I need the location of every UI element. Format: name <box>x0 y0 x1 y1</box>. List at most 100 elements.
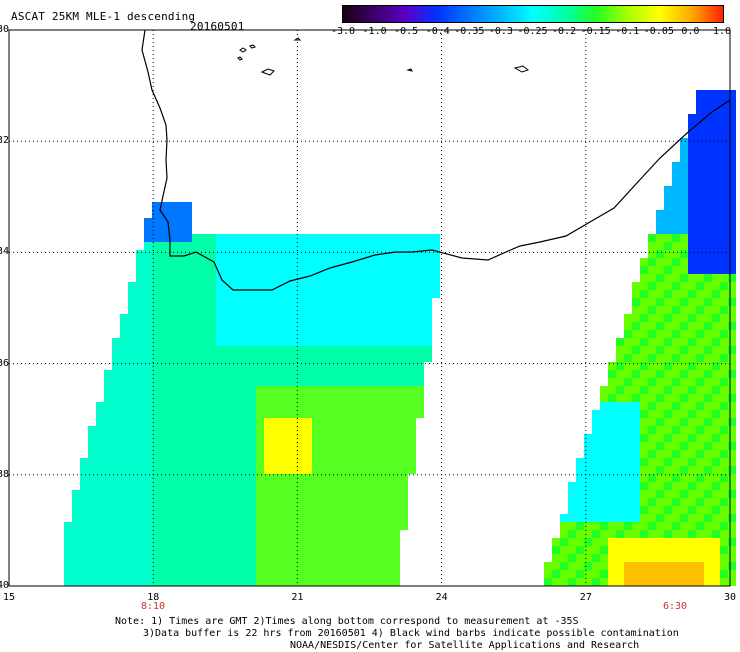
swath-cell <box>288 410 296 418</box>
swath-cell <box>584 474 592 482</box>
swath-cell <box>320 570 328 578</box>
swath-cell <box>240 386 248 394</box>
swath-cell <box>192 458 200 466</box>
swath-cell <box>280 266 288 274</box>
swath-cell <box>328 570 336 578</box>
swath-cell <box>632 482 640 490</box>
swath-cell <box>224 394 232 402</box>
swath-cell <box>696 506 704 514</box>
swath-cell <box>336 498 344 506</box>
swath-cell <box>712 506 720 514</box>
swath-cell <box>672 426 680 434</box>
swath-cell <box>680 170 688 178</box>
swath-cell <box>400 290 408 298</box>
swath-cell <box>168 474 176 482</box>
swath-cell <box>144 546 152 554</box>
swath-cell <box>312 394 320 402</box>
swath-cell <box>184 210 192 218</box>
swath-cell <box>152 338 160 346</box>
swath-cell <box>280 370 288 378</box>
swath-cell <box>656 458 664 466</box>
swath-cell <box>328 458 336 466</box>
swath-cell <box>600 442 608 450</box>
swath-cell <box>608 450 616 458</box>
swath-cell <box>368 498 376 506</box>
swath-cell <box>336 338 344 346</box>
swath-cell <box>168 362 176 370</box>
swath-cell <box>712 258 720 266</box>
swath-cell <box>96 450 104 458</box>
swath-cell <box>216 522 224 530</box>
swath-cell <box>656 490 664 498</box>
swath-cell <box>616 458 624 466</box>
swath-cell <box>328 234 336 242</box>
swath-cell <box>328 546 336 554</box>
swath-cell <box>216 578 224 586</box>
swath-cell <box>272 522 280 530</box>
swath-cell <box>152 282 160 290</box>
swath-cell <box>280 554 288 562</box>
swath-cell <box>384 314 392 322</box>
swath-cell <box>680 474 688 482</box>
swath-cell <box>216 274 224 282</box>
swath-cell <box>384 434 392 442</box>
swath-cell <box>704 530 712 538</box>
swath-cell <box>672 394 680 402</box>
swath-cell <box>288 314 296 322</box>
swath-cell <box>328 346 336 354</box>
swath-cell <box>704 162 712 170</box>
swath-cell <box>592 538 600 546</box>
swath-cell <box>368 394 376 402</box>
swath-cell <box>264 282 272 290</box>
swath-cell <box>384 282 392 290</box>
swath-cell <box>704 122 712 130</box>
swath-cell <box>184 554 192 562</box>
swath-cell <box>592 546 600 554</box>
swath-cell <box>376 266 384 274</box>
swath-cell <box>408 410 416 418</box>
swath-cell <box>696 442 704 450</box>
swath-cell <box>688 570 696 578</box>
swath-cell <box>240 458 248 466</box>
swath-cell <box>272 322 280 330</box>
swath-cell <box>720 130 728 138</box>
swath-cell <box>640 282 648 290</box>
swath-cell <box>128 402 136 410</box>
swath-cell <box>344 266 352 274</box>
swath-cell <box>224 498 232 506</box>
swath-cell <box>128 466 136 474</box>
swath-cell <box>280 362 288 370</box>
swath-cell <box>336 290 344 298</box>
swath-cell <box>248 538 256 546</box>
swath-cell <box>400 250 408 258</box>
swath-cell <box>648 474 656 482</box>
swath-cell <box>272 362 280 370</box>
swath-cell <box>280 490 288 498</box>
swath-cell <box>376 506 384 514</box>
swath-cell <box>224 482 232 490</box>
swath-cell <box>352 474 360 482</box>
swath-cell <box>304 314 312 322</box>
swath-cell <box>336 314 344 322</box>
swath-cell <box>88 458 96 466</box>
swath-cell <box>680 386 688 394</box>
swath-cell <box>376 458 384 466</box>
swath-cell <box>624 346 632 354</box>
swath-cell <box>240 466 248 474</box>
swath-cell <box>200 354 208 362</box>
swath-cell <box>256 570 264 578</box>
swath-cell <box>232 330 240 338</box>
swath-cell <box>696 218 704 226</box>
swath-cell <box>416 378 424 386</box>
swath-cell <box>224 266 232 274</box>
swath-cell <box>232 306 240 314</box>
swath-cell <box>336 346 344 354</box>
swath-cell <box>688 474 696 482</box>
swath-cell <box>352 346 360 354</box>
swath-cell <box>704 490 712 498</box>
swath-cell <box>296 562 304 570</box>
swath-cell <box>640 410 648 418</box>
swath-cell <box>80 554 88 562</box>
swath-cell <box>280 434 288 442</box>
swath-cell <box>160 322 168 330</box>
